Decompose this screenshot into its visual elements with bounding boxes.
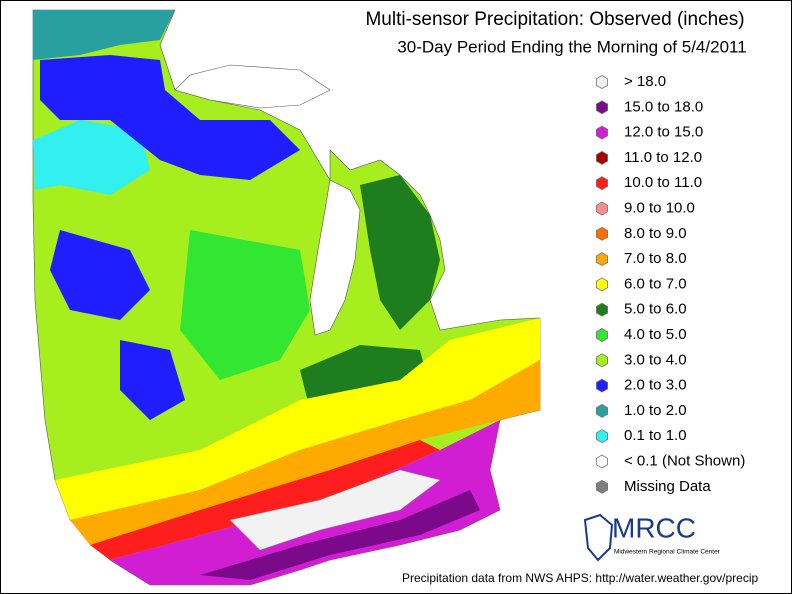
legend-swatch	[596, 429, 608, 444]
legend-label: > 18.0	[624, 73, 666, 90]
region-darkgreen	[360, 175, 440, 330]
legend: > 18.0 15.0 to 18.0 12.0 to 15.0 11.0 to 12…	[596, 73, 745, 495]
legend-label: 5.0 to 6.0	[624, 301, 687, 318]
region-blue	[120, 340, 185, 420]
legend-label: 1.0 to 2.0	[624, 402, 687, 419]
title: Multi-sensor Precipitation: Observed (in…	[365, 9, 744, 30]
legend-label: 12.0 to 15.0	[624, 124, 703, 141]
legend-label: 8.0 to 9.0	[624, 225, 687, 242]
legend-swatch	[596, 226, 608, 241]
legend-swatch	[596, 353, 608, 368]
region-blue	[40, 55, 300, 180]
legend-swatch	[596, 150, 608, 165]
legend-label: 9.0 to 10.0	[624, 199, 695, 216]
map	[32, 9, 541, 586]
legend-label: 2.0 to 3.0	[624, 377, 687, 394]
region-magenta	[110, 420, 500, 585]
region-teal	[33, 10, 175, 60]
legend-label: 15.0 to 18.0	[624, 98, 703, 115]
region-blue	[50, 230, 150, 320]
logo-icon	[583, 513, 614, 562]
region-red	[90, 440, 440, 560]
legend-swatch	[596, 277, 608, 292]
region-yellow	[55, 318, 540, 520]
legend-swatch	[596, 302, 608, 317]
region-orange	[70, 360, 540, 545]
legend-swatch	[596, 201, 608, 216]
legend-swatch	[596, 100, 608, 115]
legend-label: 6.0 to 7.0	[624, 275, 687, 292]
footer: Precipitation data from NWS AHPS: http:/…	[402, 571, 758, 585]
region-cyan	[33, 120, 150, 195]
logo-subtitle: Midwestern Regional Climate Center	[614, 549, 721, 556]
lake-michigan	[309, 179, 361, 336]
legend-swatch	[596, 454, 608, 469]
legend-swatch	[596, 125, 608, 140]
legend-swatch	[596, 403, 608, 418]
legend-label: < 0.1 (Not Shown)	[624, 452, 745, 469]
logo: MRCC Midwestern Regional Climate Center	[583, 512, 721, 562]
region-green	[180, 230, 310, 380]
legend-label: 4.0 to 5.0	[624, 326, 687, 343]
legend-swatch	[596, 75, 608, 89]
subtitle: 30-Day Period Ending the Morning of 5/4/…	[397, 37, 746, 56]
logo-name: MRCC	[612, 512, 696, 543]
region-purple	[200, 490, 480, 580]
legend-label: 10.0 to 11.0	[624, 174, 702, 191]
legend-swatch	[596, 328, 608, 342]
legend-label: 7.0 to 8.0	[624, 250, 687, 267]
legend-swatch	[596, 378, 608, 393]
legend-swatch	[596, 479, 608, 494]
legend-label: 0.1 to 1.0	[624, 427, 687, 444]
region-white	[229, 469, 441, 551]
legend-label: Missing Data	[624, 478, 711, 495]
legend-label: 11.0 to 12.0	[624, 149, 702, 166]
legend-label: 3.0 to 4.0	[624, 351, 687, 368]
legend-swatch	[596, 252, 608, 267]
legend-swatch	[596, 176, 608, 191]
lake-superior	[174, 64, 331, 109]
